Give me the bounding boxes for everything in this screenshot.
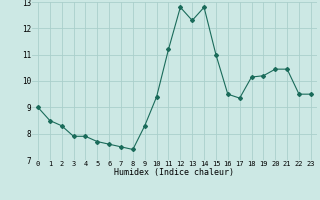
X-axis label: Humidex (Indice chaleur): Humidex (Indice chaleur) [115,168,234,177]
